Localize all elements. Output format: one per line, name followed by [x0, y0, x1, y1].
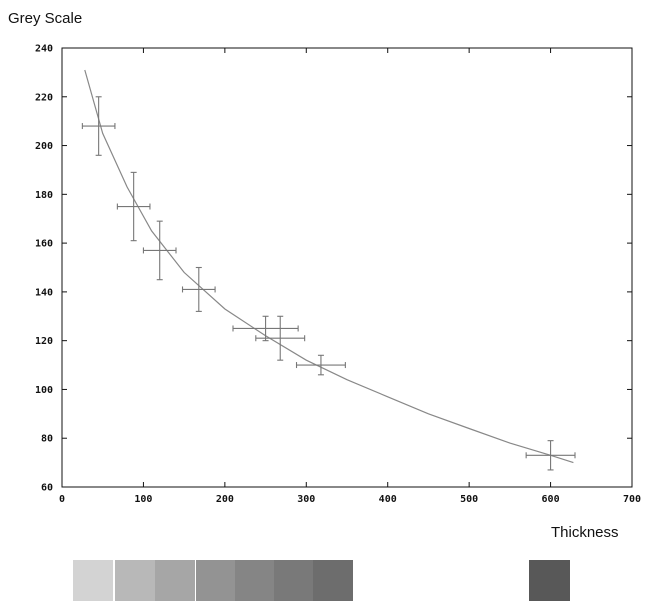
grey-swatch — [196, 560, 236, 601]
y-tick-label: 140 — [35, 287, 53, 298]
data-point — [81, 96, 116, 156]
x-tick-label: 700 — [623, 494, 641, 505]
x-tick-label: 0 — [59, 494, 65, 505]
data-point — [232, 315, 299, 342]
y-tick-label: 60 — [41, 483, 53, 494]
y-tick-label: 200 — [35, 141, 53, 152]
x-tick-label: 100 — [134, 494, 152, 505]
x-tick-label: 400 — [379, 494, 397, 505]
fit-curve — [84, 69, 574, 464]
x-axis-label: Thickness — [551, 524, 619, 541]
x-tick-label: 300 — [297, 494, 315, 505]
y-axis-label: Grey Scale — [8, 10, 83, 27]
grey-swatch — [313, 560, 353, 601]
x-tick-label: 600 — [542, 494, 560, 505]
y-tick-label: 80 — [41, 434, 53, 445]
data-point — [525, 440, 576, 471]
y-tick-label: 160 — [35, 239, 53, 250]
grey-swatch — [73, 560, 113, 601]
y-tick-label: 120 — [35, 336, 53, 347]
y-tick-label: 220 — [35, 92, 53, 103]
grey-swatch — [529, 560, 570, 601]
grey-swatches — [0, 560, 645, 601]
data-point — [295, 354, 346, 376]
grey-swatch — [274, 560, 314, 601]
x-tick-label: 500 — [460, 494, 478, 505]
y-tick-label: 100 — [35, 385, 53, 396]
x-tick-label: 200 — [216, 494, 234, 505]
data-point — [181, 266, 216, 312]
grey-swatch — [155, 560, 195, 601]
plot-frame — [61, 47, 633, 488]
data-point — [116, 171, 151, 242]
y-tick-label: 180 — [35, 190, 53, 201]
data-point — [255, 315, 306, 361]
data-point — [142, 220, 177, 281]
grey-swatch — [235, 560, 275, 601]
y-tick-label: 240 — [35, 44, 53, 55]
grey-swatch — [115, 560, 155, 601]
